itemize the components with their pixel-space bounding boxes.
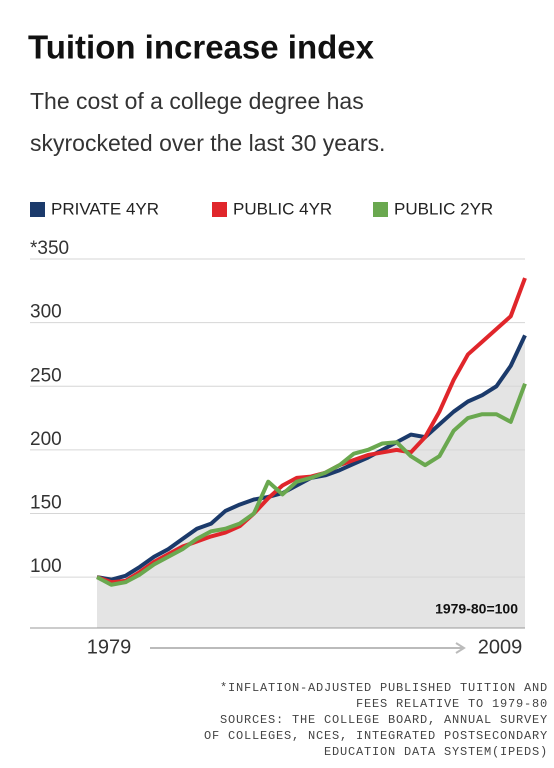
y-tick-label: 200 — [30, 429, 62, 450]
legend-label: PRIVATE 4YR — [51, 199, 159, 218]
arrow-head — [455, 642, 466, 654]
footnote: FEES RELATIVE TO 1979-80 — [356, 697, 548, 711]
series-line — [96, 382, 527, 587]
legend-label: PUBLIC 4YR — [233, 199, 332, 218]
y-tick-label: 100 — [30, 556, 62, 577]
chart-subtitle: The cost of a college degree has — [30, 88, 364, 114]
y-tick-label: 150 — [30, 492, 62, 513]
legend-swatch — [212, 202, 227, 217]
y-tick-label: *350 — [30, 238, 69, 259]
footnote: SOURCES: THE COLLEGE BOARD, ANNUAL SURVE… — [220, 713, 548, 727]
y-tick-label: 250 — [30, 365, 62, 386]
chart-subtitle: skyrocketed over the last 30 years. — [30, 130, 385, 156]
chart-title: Tuition increase index — [28, 29, 375, 66]
x-tick-label: 2009 — [478, 636, 523, 658]
annotation: 1979-80=100 — [435, 601, 518, 617]
plot-area — [30, 258, 527, 628]
legend-label: PUBLIC 2YR — [394, 199, 493, 218]
legend-swatch — [373, 202, 388, 217]
x-tick-label: 1979 — [87, 636, 132, 658]
footnote: EDUCATION DATA SYSTEM(IPEDS) — [324, 745, 548, 759]
area — [97, 335, 525, 628]
y-tick-label: 300 — [30, 302, 62, 323]
legend-swatch — [30, 202, 45, 217]
footnote: OF COLLEGES, NCES, INTEGRATED POSTSECOND… — [204, 729, 548, 743]
footnote: *INFLATION-ADJUSTED PUBLISHED TUITION AN… — [220, 681, 548, 695]
